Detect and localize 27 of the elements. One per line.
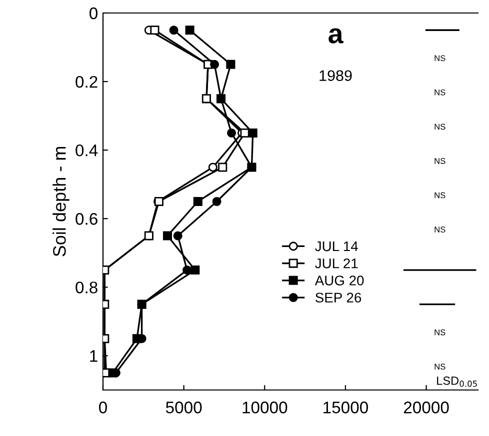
annotation: NS xyxy=(434,158,446,164)
y-axis-title: Soil depth - m xyxy=(52,146,70,256)
annotation: NS xyxy=(434,192,446,198)
annotation: NS xyxy=(434,124,446,130)
y-tick-label: 1 xyxy=(90,350,98,362)
legend-label: SEP 26 xyxy=(315,292,362,303)
x-tick-label: 20000 xyxy=(404,402,449,414)
x-tick-label: 5000 xyxy=(166,402,202,414)
annotation: a xyxy=(328,28,344,44)
x-tick-label: 15000 xyxy=(324,402,368,414)
annotation: 1989 xyxy=(320,70,352,82)
annotation: LSD$_{0.05}$ xyxy=(437,376,477,387)
legend-label: AUG 20 xyxy=(314,276,364,286)
legend-label: JUL 14 xyxy=(315,241,358,252)
y-tick-label: 0.4 xyxy=(76,144,98,156)
y-tick-label: 0.2 xyxy=(76,76,98,88)
x-tick-label: 0 xyxy=(99,402,107,414)
x-tick-label: 10000 xyxy=(242,402,288,414)
y-tick-label: 0 xyxy=(90,7,98,20)
legend-label: JUL 21 xyxy=(315,258,358,268)
y-tick-label: 0.8 xyxy=(76,282,98,294)
y-tick-label: 0.6 xyxy=(76,213,98,225)
annotation: NS xyxy=(434,364,446,370)
annotation: NS xyxy=(434,89,446,96)
annotation: NS xyxy=(434,55,446,62)
annotation: NS xyxy=(434,329,446,336)
annotation: NS xyxy=(434,226,446,232)
